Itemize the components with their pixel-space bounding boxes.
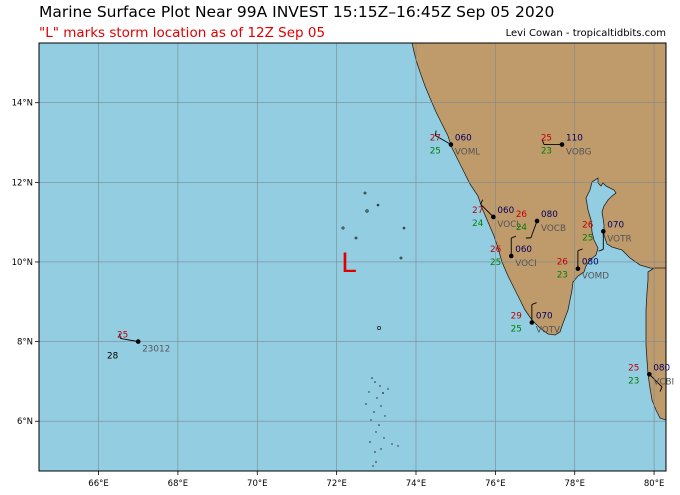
station-temperature: 26 xyxy=(490,245,502,255)
station-dewpoint: 25 xyxy=(490,258,501,268)
station-pressure: 110 xyxy=(566,134,583,144)
station-id: VOTR xyxy=(607,234,631,244)
station-dewpoint: 25 xyxy=(582,233,593,243)
station-plot: 25 23 080 VCBI xyxy=(628,363,674,392)
station-plot: 25 23 110 VOBG xyxy=(541,134,592,158)
lon-tick-label: 76°E xyxy=(485,479,505,489)
station-dot xyxy=(135,339,141,344)
station-dewpoint: 23 xyxy=(628,376,639,386)
station-pressure: 060 xyxy=(455,134,472,144)
station-dewpoint: 28 xyxy=(107,352,118,362)
lon-tick-label: 68°E xyxy=(168,479,188,489)
station-temperature: 26 xyxy=(516,210,528,220)
wind-barb-flag xyxy=(541,139,545,145)
lat-tick-label: 6°N xyxy=(17,417,33,427)
lat-tick-label: 10°N xyxy=(12,258,33,268)
wind-barb-flag xyxy=(434,130,437,136)
station-plot: 26 23 080 VOMD xyxy=(557,248,609,282)
map-frame xyxy=(38,42,667,472)
wind-barb-flag xyxy=(119,333,121,339)
station-temperature: 27 xyxy=(472,206,483,216)
lat-tick-label: 14°N xyxy=(12,99,33,109)
station-dewpoint: 25 xyxy=(430,147,441,157)
station-dewpoint: 25 xyxy=(511,324,522,334)
land-india xyxy=(411,43,666,336)
wind-barb xyxy=(435,135,452,145)
station-plot: 26 24 080 VOCB xyxy=(516,210,566,239)
station-id: VOMD xyxy=(582,272,609,282)
station-pressure: 080 xyxy=(541,210,558,220)
lon-tick-label: 72°E xyxy=(326,479,346,489)
station-dewpoint: 24 xyxy=(472,219,484,229)
station-temperature: 26 xyxy=(582,220,594,230)
station-temperature: 25 xyxy=(117,331,128,341)
station-plot: 27 25 060 VOML xyxy=(430,130,480,158)
graticule xyxy=(39,43,666,471)
station-plot: 25 28 23012 xyxy=(107,331,170,362)
wind-barb-flag xyxy=(511,235,517,239)
station-plot: 26 25 060 VOCI xyxy=(490,235,537,269)
station-dewpoint: 23 xyxy=(541,147,552,157)
station-dewpoint: 23 xyxy=(557,271,568,281)
station-temperature: 29 xyxy=(511,311,522,321)
land-sri-lanka xyxy=(645,267,666,421)
station-id: VOCB xyxy=(541,224,566,234)
maldives-islands xyxy=(365,377,399,467)
station-id: VOTV xyxy=(536,325,560,335)
station-temperature: 25 xyxy=(541,134,552,144)
wind-barb-flag xyxy=(577,248,583,252)
station-id: VCBI xyxy=(653,377,674,387)
station-dot xyxy=(448,142,454,147)
lakshadweep-islands xyxy=(341,191,406,330)
wind-barb xyxy=(530,220,538,239)
station-dewpoint: 24 xyxy=(516,223,528,233)
lon-tick-label: 70°E xyxy=(247,479,267,489)
station-pressure: 080 xyxy=(653,363,670,373)
wind-barb xyxy=(480,203,494,218)
station-plots: 2725060VOML2523110VOBG2724060VOCL2624080… xyxy=(107,130,674,392)
station-plot: 27 24 060 VOCL xyxy=(472,199,521,230)
station-pressure: 060 xyxy=(497,206,514,216)
station-id: VOCI xyxy=(515,259,537,269)
station-id: VOML xyxy=(455,148,480,158)
station-pressure: 080 xyxy=(582,258,599,268)
station-id: VOCL xyxy=(497,220,521,230)
wind-barb-flag xyxy=(598,248,604,252)
lon-tick-label: 66°E xyxy=(88,479,108,489)
station-temperature: 25 xyxy=(628,363,639,373)
map-title: Marine Surface Plot Near 99A INVEST 15:1… xyxy=(39,3,555,21)
lon-tick-label: 78°E xyxy=(565,479,585,489)
wind-barb-flag xyxy=(659,386,663,392)
station-pressure: 070 xyxy=(536,311,553,321)
station-plot: 29 25 070 VOTV xyxy=(511,302,560,335)
station-pressure: 060 xyxy=(515,245,532,255)
wind-barb-flag xyxy=(531,302,537,305)
station-id: VOBG xyxy=(566,148,592,158)
wind-barb xyxy=(649,373,663,388)
axis-ticks: 66°E 68°E 70°E 72°E 74°E 76°E 78°E 80°E 6°N 8°N 10… xyxy=(12,99,665,489)
storm-location-marker: L xyxy=(341,248,356,279)
lat-tick-label: 8°N xyxy=(17,338,33,348)
credit-label: Levi Cowan - tropicaltidbits.com xyxy=(505,28,666,39)
lon-tick-label: 80°E xyxy=(644,479,664,489)
station-pressure: 070 xyxy=(607,220,624,230)
wind-barb-flag xyxy=(480,199,484,205)
station-id: 23012 xyxy=(142,345,170,355)
station-plot: 26 25 070 VOTR xyxy=(582,220,632,252)
wind-barb xyxy=(120,338,139,343)
map-subtitle: "L" marks storm location as of 12Z Sep 0… xyxy=(39,25,326,41)
lon-tick-label: 74°E xyxy=(406,479,426,489)
station-temperature: 26 xyxy=(557,258,569,268)
station-temperature: 27 xyxy=(430,134,441,144)
lat-tick-label: 12°N xyxy=(12,178,33,188)
